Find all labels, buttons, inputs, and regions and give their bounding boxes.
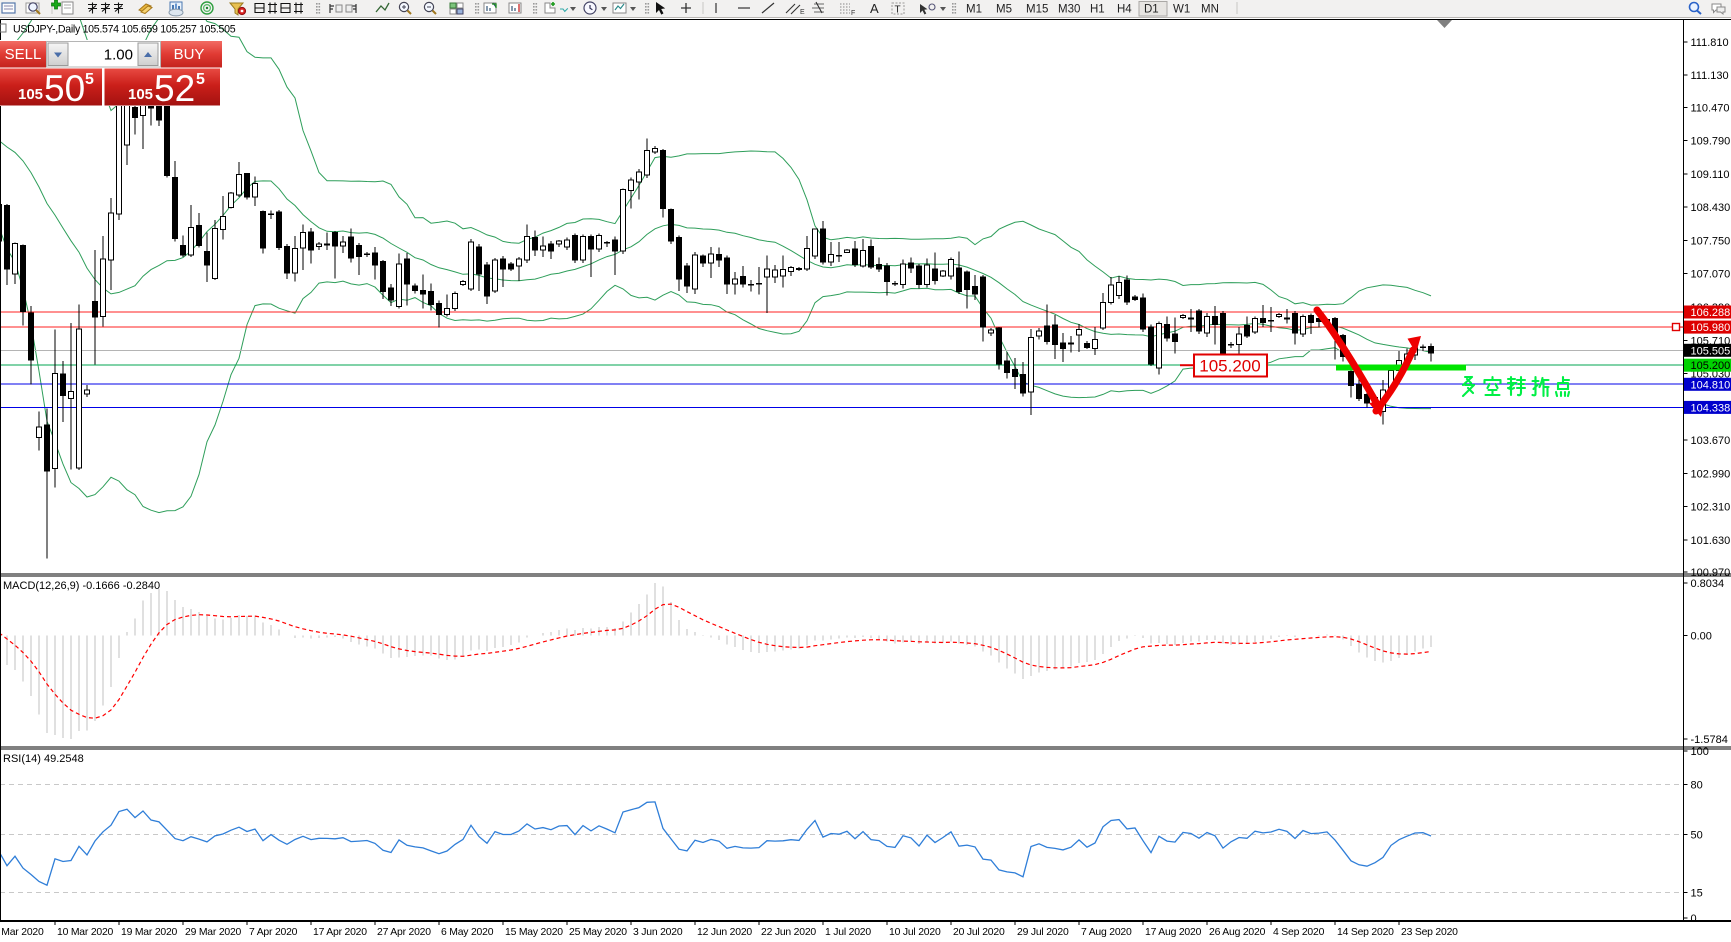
svg-text:52: 52 xyxy=(154,68,195,109)
svg-text:D1: D1 xyxy=(1144,4,1159,16)
svg-text:0.00: 0.00 xyxy=(1691,631,1712,643)
svg-text:7 Aug 2020: 7 Aug 2020 xyxy=(1081,927,1132,938)
svg-text:5: 5 xyxy=(196,71,205,88)
svg-text:12 Jun 2020: 12 Jun 2020 xyxy=(697,927,752,938)
svg-text:26 Aug 2020: 26 Aug 2020 xyxy=(1209,927,1266,938)
svg-text:M30: M30 xyxy=(1058,4,1080,16)
svg-text:H1: H1 xyxy=(1090,4,1105,16)
svg-text:19 Mar 2020: 19 Mar 2020 xyxy=(121,927,178,938)
svg-text:101.630: 101.630 xyxy=(1691,535,1731,547)
svg-text:5: 5 xyxy=(85,71,94,88)
svg-text:1 Mar 2020: 1 Mar 2020 xyxy=(0,927,44,938)
svg-text:106.288: 106.288 xyxy=(1691,307,1731,319)
svg-text:29 Jul 2020: 29 Jul 2020 xyxy=(1017,927,1069,938)
svg-text:105.505: 105.505 xyxy=(1691,345,1731,357)
svg-text:50: 50 xyxy=(44,68,85,109)
svg-text:50: 50 xyxy=(1691,829,1703,841)
svg-text:105: 105 xyxy=(18,86,43,103)
svg-text:MN: MN xyxy=(1201,4,1219,16)
svg-text:20 Jul 2020: 20 Jul 2020 xyxy=(953,927,1005,938)
svg-text:10 Mar 2020: 10 Mar 2020 xyxy=(57,927,114,938)
svg-text:105: 105 xyxy=(128,86,153,103)
svg-text:1 Jul 2020: 1 Jul 2020 xyxy=(825,927,871,938)
svg-text:0.8034: 0.8034 xyxy=(1691,578,1725,590)
svg-text:109.790: 109.790 xyxy=(1691,136,1731,148)
svg-text:F: F xyxy=(851,10,855,17)
svg-text:29 Mar 2020: 29 Mar 2020 xyxy=(185,927,242,938)
svg-text:111.130: 111.130 xyxy=(1691,70,1729,82)
svg-text:MACD(12,26,9) -0.1666 -0.2840: MACD(12,26,9) -0.1666 -0.2840 xyxy=(3,580,160,592)
svg-text:T: T xyxy=(895,5,901,16)
svg-text:RSI(14) 49.2548: RSI(14) 49.2548 xyxy=(3,753,84,765)
svg-text:A: A xyxy=(870,1,879,16)
svg-text:102.310: 102.310 xyxy=(1691,502,1731,514)
svg-text:-1.5784: -1.5784 xyxy=(1691,734,1728,746)
svg-text:H4: H4 xyxy=(1117,4,1132,16)
svg-text:105.980: 105.980 xyxy=(1691,322,1731,334)
svg-text:102.990: 102.990 xyxy=(1691,468,1731,480)
svg-text:15 May 2020: 15 May 2020 xyxy=(505,927,563,938)
svg-text:1.00: 1.00 xyxy=(104,47,133,64)
svg-text:7 Apr 2020: 7 Apr 2020 xyxy=(249,927,298,938)
svg-text:17 Aug 2020: 17 Aug 2020 xyxy=(1145,927,1202,938)
svg-text:105.200: 105.200 xyxy=(1199,357,1260,376)
svg-text:100.970: 100.970 xyxy=(1691,567,1731,579)
svg-text:M1: M1 xyxy=(966,4,982,16)
svg-text:104.338: 104.338 xyxy=(1691,402,1731,414)
svg-text:27 Apr 2020: 27 Apr 2020 xyxy=(377,927,431,938)
svg-text:E: E xyxy=(800,9,805,16)
svg-text:108.430: 108.430 xyxy=(1691,202,1731,214)
svg-text:110.470: 110.470 xyxy=(1691,102,1730,114)
svg-text:23 Sep 2020: 23 Sep 2020 xyxy=(1401,927,1458,938)
svg-text:103.670: 103.670 xyxy=(1691,435,1731,447)
svg-text:USDJPY-,Daily 105.574 105.659: USDJPY-,Daily 105.574 105.659 105.257 10… xyxy=(13,24,236,36)
svg-text:25 May 2020: 25 May 2020 xyxy=(569,927,627,938)
svg-text:109.110: 109.110 xyxy=(1691,169,1730,181)
svg-text:100: 100 xyxy=(1691,746,1709,758)
svg-text:22 Jun 2020: 22 Jun 2020 xyxy=(761,927,816,938)
svg-text:107.750: 107.750 xyxy=(1691,236,1731,248)
svg-text:4 Sep 2020: 4 Sep 2020 xyxy=(1273,927,1325,938)
svg-text:15: 15 xyxy=(1691,888,1703,900)
svg-text:104.810: 104.810 xyxy=(1691,379,1731,391)
svg-text:107.070: 107.070 xyxy=(1691,269,1731,281)
svg-text:111.810: 111.810 xyxy=(1691,37,1729,49)
svg-text:0: 0 xyxy=(1691,913,1697,925)
svg-text:M15: M15 xyxy=(1026,4,1048,16)
svg-text:10 Jul 2020: 10 Jul 2020 xyxy=(889,927,941,938)
svg-text:BUY: BUY xyxy=(174,46,205,63)
svg-text:6 May 2020: 6 May 2020 xyxy=(441,927,494,938)
svg-text:W1: W1 xyxy=(1173,4,1190,16)
svg-text:SELL: SELL xyxy=(5,46,42,63)
svg-text:14 Sep 2020: 14 Sep 2020 xyxy=(1337,927,1394,938)
svg-text:80: 80 xyxy=(1691,779,1703,791)
svg-text:105.200: 105.200 xyxy=(1691,360,1731,372)
svg-text:M5: M5 xyxy=(996,4,1012,16)
svg-text:17 Apr 2020: 17 Apr 2020 xyxy=(313,927,367,938)
svg-text:3 Jun 2020: 3 Jun 2020 xyxy=(633,927,683,938)
